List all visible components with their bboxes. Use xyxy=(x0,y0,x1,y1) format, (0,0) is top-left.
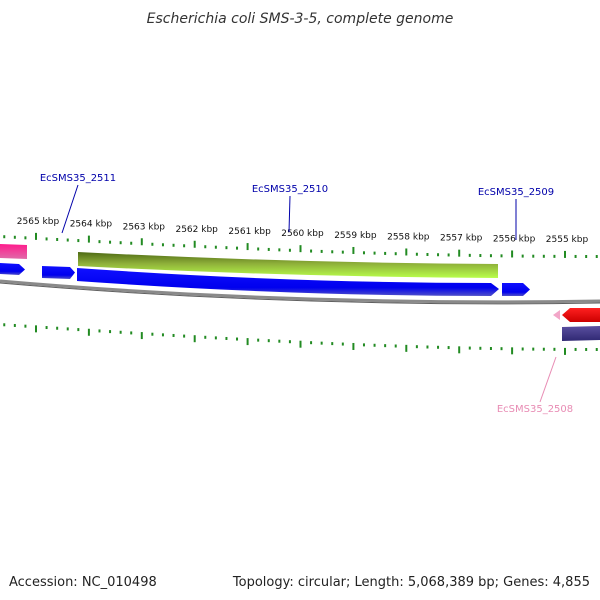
genome-backbone xyxy=(0,279,600,304)
tick-label: 2563 kbp xyxy=(123,222,166,232)
cds-arrow xyxy=(77,268,499,296)
svg-text:EcSMS35_2509: EcSMS35_2509 xyxy=(478,187,554,198)
cds-arrow xyxy=(502,283,530,296)
tick-label: 2561 kbp xyxy=(228,227,271,237)
genome-summary-text: Topology: circular; Length: 5,068,389 bp… xyxy=(232,575,590,590)
tick-label: 2560 kbp xyxy=(281,229,324,239)
accession-text: Accession: NC_010498 xyxy=(9,575,157,590)
svg-text:EcSMS35_2508: EcSMS35_2508 xyxy=(497,404,573,415)
cds-arrow xyxy=(42,266,75,279)
outer-tick-ring xyxy=(3,232,598,258)
tick-label: 2555 kbp xyxy=(546,235,589,245)
gene-label-2510: EcSMS35_2510 xyxy=(252,184,328,233)
map-title: Escherichia coli SMS-3-5, complete genom… xyxy=(147,11,454,27)
tick-label: 2565 kbp xyxy=(17,217,60,227)
forward-cds-track xyxy=(0,263,530,296)
tick-labels: 2565 kbp 2564 kbp 2563 kbp 2562 kbp 2561 kbp… xyxy=(17,217,589,245)
tick-label: 2562 kbp xyxy=(175,225,218,235)
svg-text:EcSMS35_2510: EcSMS35_2510 xyxy=(252,184,328,195)
gene-label-2509: EcSMS35_2509 xyxy=(478,187,554,240)
reverse-cds-small-pink xyxy=(553,310,560,320)
feature-navy xyxy=(562,326,600,341)
tick-label: 2564 kbp xyxy=(70,220,113,230)
gene-label-2508: EcSMS35_2508 xyxy=(497,356,573,415)
tick-label: 2557 kbp xyxy=(440,234,483,244)
reverse-cds-red xyxy=(562,308,600,322)
gene-label-2511: EcSMS35_2511 xyxy=(40,173,116,234)
svg-text:EcSMS35_2511: EcSMS35_2511 xyxy=(40,173,116,184)
feature-pink-left xyxy=(0,244,27,259)
tick-label: 2556 kbp xyxy=(493,234,536,244)
tick-label: 2559 kbp xyxy=(334,231,377,241)
cds-arrow xyxy=(0,263,25,275)
feature-band-green xyxy=(78,252,498,278)
tick-label: 2558 kbp xyxy=(387,232,430,242)
inner-tick-ring xyxy=(3,323,598,355)
